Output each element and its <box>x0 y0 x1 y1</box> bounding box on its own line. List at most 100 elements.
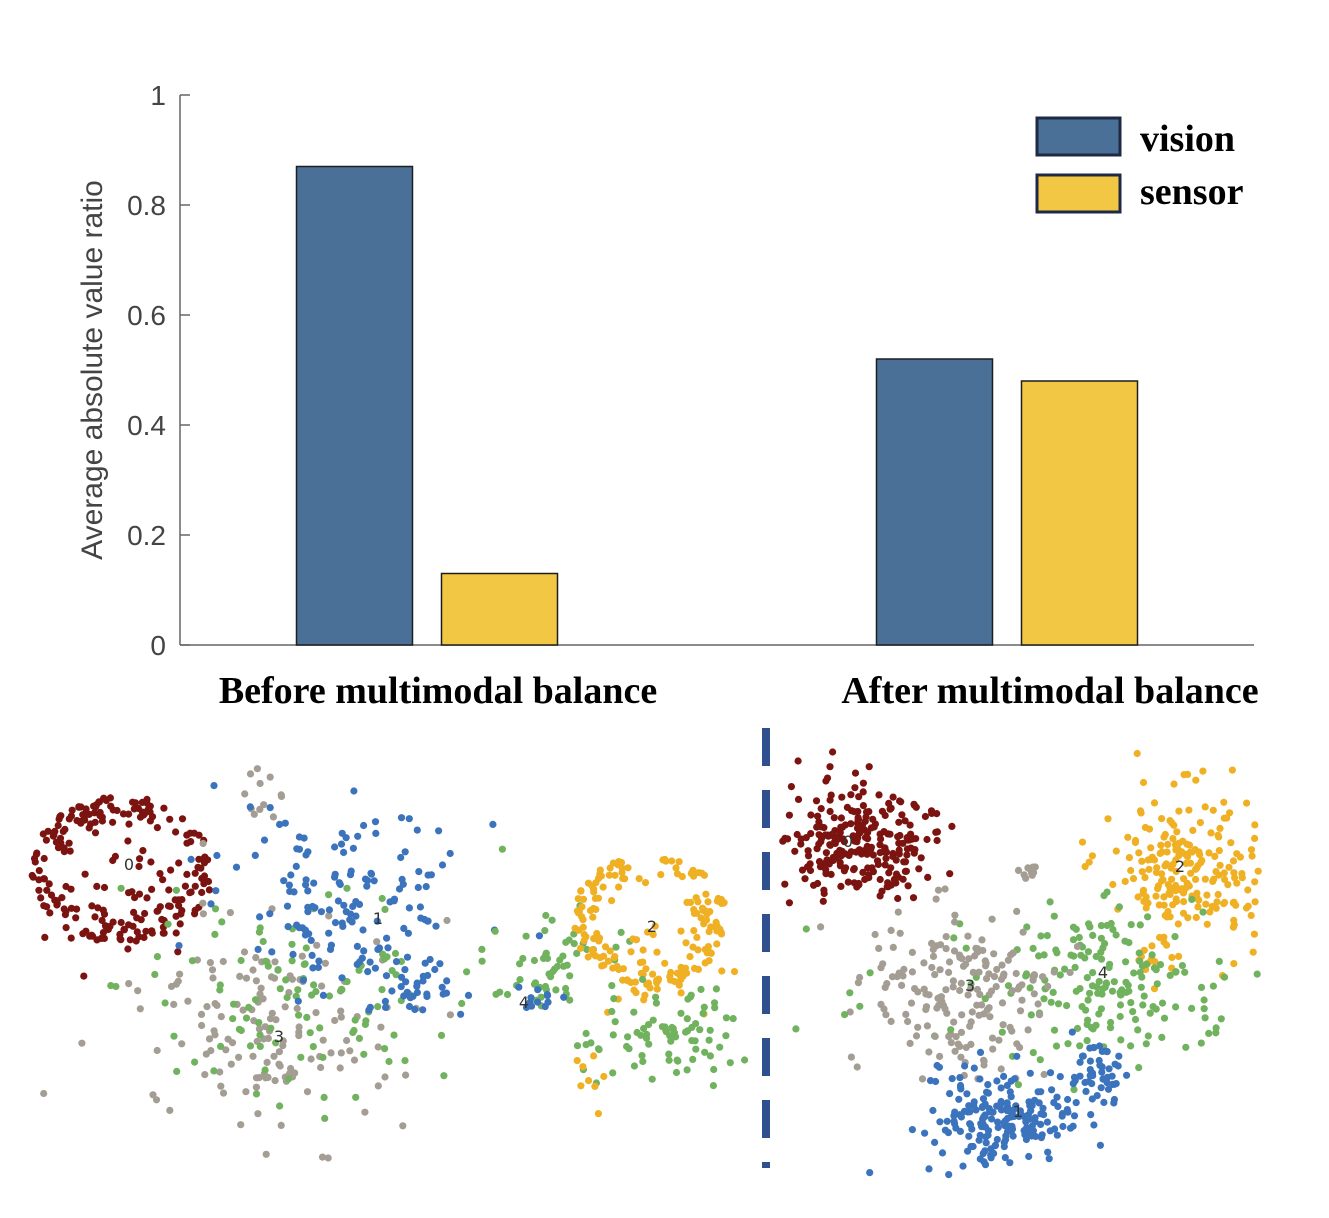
scatter-point-cluster-2 <box>1251 898 1259 906</box>
scatter-point-cluster-4 <box>726 1059 734 1067</box>
scatter-point-cluster-1 <box>371 964 379 972</box>
scatter-point-cluster-1 <box>1050 1099 1058 1107</box>
scatter-point-cluster-3 <box>1034 1000 1042 1008</box>
scatter-point-cluster-3 <box>882 1011 890 1019</box>
scatter-point-cluster-0 <box>895 818 903 826</box>
scatter-point-cluster-2 <box>693 933 701 942</box>
scatter-point-cluster-3 <box>942 945 950 953</box>
scatter-point-cluster-2 <box>1230 960 1238 968</box>
scatter-point-cluster-3 <box>176 970 184 978</box>
scatter-point-cluster-2 <box>1207 829 1215 837</box>
scatter-point-cluster-4 <box>683 1066 691 1074</box>
scatter-point-cluster-3 <box>1022 874 1030 882</box>
scatter-point-cluster-1 <box>978 1103 986 1112</box>
scatter-point-cluster-1 <box>1095 1056 1103 1065</box>
scatter-point-cluster-1 <box>438 861 447 869</box>
scatter-point-cluster-1 <box>371 818 380 826</box>
scatter-point-cluster-2 <box>686 953 694 961</box>
scatter-point-cluster-3 <box>266 1015 275 1023</box>
scatter-point-cluster-3 <box>252 1083 260 1091</box>
scatter-point-cluster-4 <box>1056 971 1064 979</box>
scatter-point-cluster-2 <box>1206 908 1214 916</box>
scatter-point-cluster-2 <box>1221 898 1229 907</box>
scatter-point-cluster-4 <box>351 1016 359 1024</box>
scatter-point-cluster-4 <box>1092 952 1100 961</box>
scatter-point-cluster-4 <box>259 937 267 946</box>
scatter-point-cluster-2 <box>1172 846 1180 854</box>
scatter-point-cluster-4 <box>722 1032 730 1040</box>
scatter-point-cluster-0 <box>896 831 904 840</box>
scatter-point-cluster-1 <box>991 1142 999 1150</box>
scatter-point-cluster-0 <box>117 936 125 944</box>
legend-label-vision: vision <box>1140 118 1235 160</box>
scatter-point-cluster-1 <box>985 1105 993 1113</box>
scatter-point-cluster-0 <box>847 820 855 828</box>
scatter-point-cluster-2 <box>1220 869 1228 877</box>
scatter-point-cluster-3 <box>922 1003 931 1011</box>
scatter-point-cluster-2 <box>624 977 632 985</box>
scatter-point-cluster-4 <box>191 1058 199 1066</box>
scatter-point-cluster-1 <box>921 1129 929 1137</box>
scatter-point-cluster-0 <box>73 905 81 913</box>
scatter-point-cluster-1 <box>337 840 346 848</box>
scatter-point-cluster-1 <box>970 1102 978 1110</box>
scatter-point-cluster-4 <box>1082 1006 1090 1014</box>
scatter-point-cluster-1 <box>251 851 259 860</box>
scatter-point-cluster-2 <box>596 954 604 962</box>
scatter-point-cluster-0 <box>854 834 862 842</box>
scatter-point-cluster-3 <box>307 1055 315 1063</box>
scatter-point-cluster-0 <box>98 916 106 925</box>
scatter-point-cluster-4 <box>478 957 486 965</box>
scatter-point-cluster-4 <box>1070 1086 1078 1094</box>
scatter-point-cluster-3 <box>1029 976 1037 984</box>
scatter-point-cluster-4 <box>617 928 625 937</box>
scatter-point-cluster-3 <box>263 1058 271 1066</box>
scatter-point-cluster-4 <box>639 1057 647 1066</box>
scatter-point-cluster-4 <box>1153 980 1161 988</box>
scatter-point-cluster-2 <box>598 962 606 970</box>
scatter-point-cluster-4 <box>522 932 530 940</box>
scatter-point-cluster-1 <box>1043 1118 1051 1126</box>
scatter-point-cluster-4 <box>570 940 578 948</box>
scatter-point-cluster-1 <box>246 803 254 811</box>
scatter-point-cluster-2 <box>1175 807 1183 815</box>
y-tick-label: 0.4 <box>127 410 166 441</box>
scatter-point-cluster-2 <box>1139 778 1148 787</box>
scatter-point-cluster-4 <box>644 1021 653 1029</box>
scatter-point-cluster-0 <box>844 878 852 886</box>
scatter-point-cluster-0 <box>91 829 100 837</box>
scatter-point-cluster-2 <box>1179 889 1188 897</box>
scatter-point-cluster-4 <box>1069 936 1078 944</box>
y-tick-label: 0.2 <box>127 520 166 551</box>
scatter-point-cluster-4 <box>1014 1081 1023 1089</box>
scatter-point-cluster-3 <box>929 952 938 961</box>
scatter-point-cluster-4 <box>729 1015 737 1023</box>
scatter-point-cluster-2 <box>1146 855 1155 864</box>
scatter-point-cluster-0 <box>148 929 156 937</box>
scatter-point-cluster-2 <box>1251 878 1259 886</box>
scatter-point-cluster-4 <box>385 1057 393 1066</box>
scatter-point-cluster-0 <box>172 912 180 920</box>
scatter-point-cluster-2 <box>646 984 654 992</box>
scatter-point-cluster-4 <box>237 956 245 965</box>
scatter-point-cluster-4 <box>151 970 159 979</box>
scatter-point-cluster-1 <box>1070 1112 1079 1120</box>
scatter-point-cluster-4 <box>272 1039 280 1047</box>
scatter-point-cluster-0 <box>859 779 868 787</box>
scatter-point-cluster-0 <box>39 830 47 838</box>
scatter-point-cluster-4 <box>566 972 574 980</box>
scatter-point-cluster-3 <box>949 983 957 991</box>
scatter-point-cluster-3 <box>871 930 879 939</box>
scatter-point-cluster-0 <box>864 864 872 872</box>
scatter-point-cluster-4 <box>1029 1049 1037 1057</box>
scatter-point-cluster-2 <box>597 871 605 880</box>
scatter-point-cluster-4 <box>261 1066 269 1074</box>
scatter-point-cluster-4 <box>706 1026 714 1034</box>
scatter-point-cluster-3 <box>957 1028 966 1036</box>
scatter-point-cluster-3 <box>972 944 980 952</box>
scatter-point-cluster-3 <box>172 980 180 988</box>
scatter-point-cluster-2 <box>1230 869 1238 877</box>
scatter-point-cluster-0 <box>921 812 930 821</box>
scatter-point-cluster-1 <box>284 923 292 931</box>
scatter-point-cluster-1 <box>955 1095 963 1103</box>
